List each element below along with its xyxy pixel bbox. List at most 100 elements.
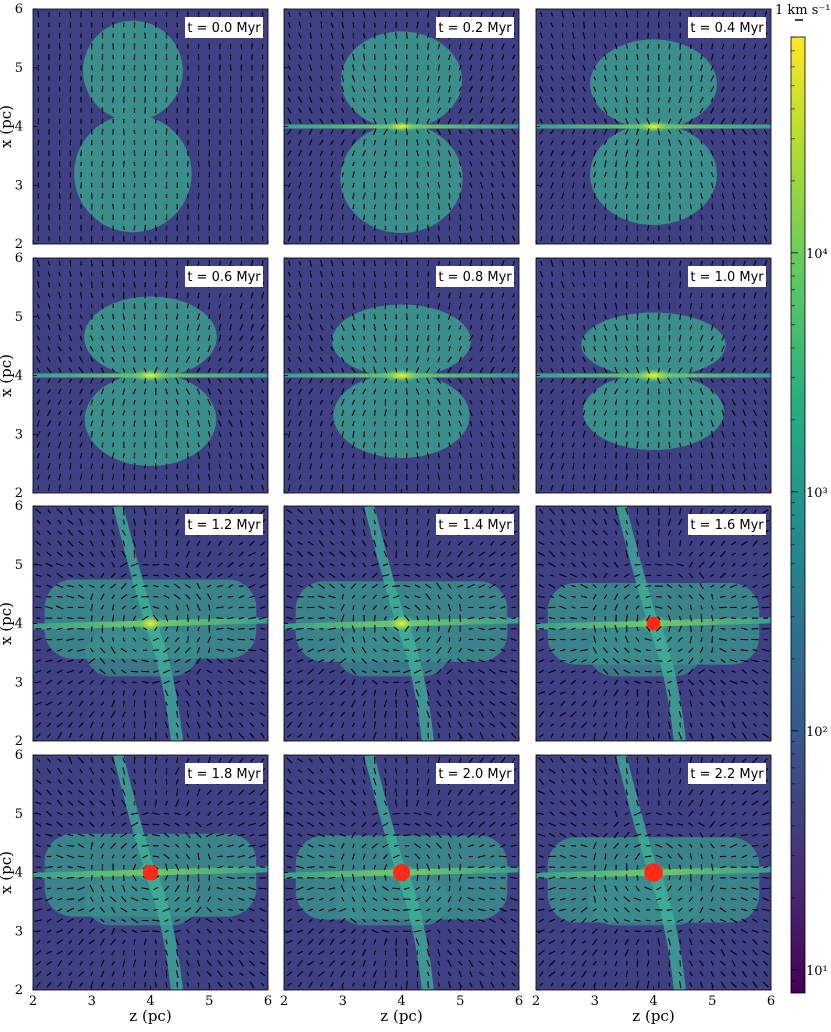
time-label-text: t = 0.4 Myr [690, 21, 764, 36]
panel-5: t = 1.0 Myr [535, 257, 772, 494]
y-tick-label: 4 [15, 369, 23, 384]
colorbar-tick-label: 10¹ [806, 964, 828, 979]
cloud-upper [82, 20, 183, 121]
y-tick-label: 3 [15, 178, 23, 193]
velocity-field [37, 11, 264, 242]
cloud-upper [332, 304, 471, 378]
x-tick-label: 5 [205, 994, 213, 1009]
cloud-upper [590, 39, 717, 129]
accretion-stream-south [647, 870, 686, 990]
lower-lobe [85, 878, 198, 926]
time-label: t = 2.2 Myr [688, 763, 766, 784]
dense-core [629, 368, 678, 383]
x-tick-label: 5 [708, 994, 716, 1009]
x-tick-label: 4 [649, 994, 657, 1009]
dense-core [633, 120, 674, 133]
colorbar-tick-label: 10² [806, 725, 828, 740]
x-tick-label: 3 [591, 994, 599, 1009]
vector-key-label: 1 km s⁻¹ [775, 3, 831, 18]
y-tick-label: 4 [15, 866, 23, 881]
time-label: t = 1.0 Myr [688, 266, 766, 287]
lower-lobe [336, 878, 449, 926]
panel-7: t = 1.4 Myr [283, 505, 520, 742]
time-label-text: t = 1.0 Myr [690, 270, 764, 285]
x-tick-label: 4 [146, 994, 154, 1009]
x-tick-label: 3 [88, 994, 96, 1009]
time-label: t = 0.0 Myr [185, 17, 263, 38]
y-axis-label: x (pc) [0, 602, 15, 645]
lower-lobe [336, 629, 449, 677]
cloud-upper [340, 31, 463, 129]
x-tick-label: 5 [456, 994, 464, 1009]
panel-3: t = 0.6 Myr [32, 257, 269, 494]
panel-9: t = 1.8 Myr [32, 754, 269, 991]
time-label: t = 1.6 Myr [688, 514, 766, 535]
time-label-text: t = 0.6 Myr [187, 270, 261, 285]
accretion-stream-south [647, 621, 686, 741]
accretion-stream-south [395, 621, 434, 741]
time-label: t = 1.2 Myr [185, 514, 263, 535]
colorbar: 1 km s⁻¹ 10¹ 10² 10³ 10⁴ [775, 3, 831, 994]
y-tick-label: 2 [15, 486, 23, 501]
cloud-lower [333, 373, 470, 458]
cloud-lower [590, 123, 717, 226]
x-axis-label: z (pc) [129, 1007, 171, 1025]
y-axis-label: x (pc) [0, 105, 15, 148]
time-label-text: t = 1.6 Myr [690, 518, 764, 533]
velocity-field [287, 259, 516, 492]
x-axis-label: z (pc) [380, 1007, 422, 1025]
x-tick-label: 6 [515, 994, 523, 1009]
colorbar-tick-label: 10⁴ [806, 247, 828, 262]
y-tick-label: 5 [15, 61, 23, 76]
time-label-text: t = 0.0 Myr [187, 21, 261, 36]
sink-particle [644, 863, 663, 882]
y-tick-label: 6 [15, 499, 23, 514]
y-tick-label: 6 [15, 748, 23, 763]
time-label: t = 1.8 Myr [185, 763, 263, 784]
time-label-text: t = 0.8 Myr [438, 270, 512, 285]
dense-core [382, 121, 421, 132]
time-label: t = 0.6 Myr [185, 266, 263, 287]
x-axis-label: z (pc) [632, 1007, 674, 1025]
lower-lobe [588, 629, 701, 677]
y-tick-label: 2 [15, 237, 23, 252]
x-tick-label: 6 [767, 994, 775, 1009]
velocity-field [539, 259, 769, 492]
y-tick-label: 5 [15, 310, 23, 325]
panel-2: t = 0.4 Myr [535, 8, 772, 245]
panel-10: t = 2.0 Myr [283, 754, 520, 991]
x-tick-label: 2 [532, 994, 540, 1009]
time-label: t = 1.4 Myr [436, 514, 514, 535]
time-label-text: t = 1.2 Myr [187, 518, 261, 533]
time-label: t = 2.0 Myr [436, 763, 514, 784]
x-tick-label: 4 [397, 994, 405, 1009]
sink-particle [142, 864, 159, 881]
sink-particle [646, 616, 661, 631]
velocity-field [539, 10, 768, 243]
y-tick-label: 4 [15, 617, 23, 632]
lower-lobe [588, 878, 701, 926]
x-tick-label: 2 [29, 994, 37, 1009]
time-label: t = 0.4 Myr [688, 17, 766, 38]
accretion-stream-south [144, 870, 183, 990]
y-tick-label: 6 [15, 2, 23, 17]
dense-core [385, 614, 418, 633]
panel-1: t = 0.2 Myr [283, 8, 520, 245]
panel-0: t = 0.0 Myr [32, 8, 269, 245]
time-label-text: t = 2.0 Myr [438, 767, 512, 782]
x-tick-label: 3 [339, 994, 347, 1009]
time-label-text: t = 1.4 Myr [438, 518, 512, 533]
dense-core [134, 614, 167, 633]
y-tick-label: 4 [15, 120, 23, 135]
colorbar-tick-label: 10³ [806, 486, 828, 501]
dense-core [378, 368, 425, 383]
cloud-lower [74, 114, 192, 233]
cloud-upper [84, 296, 217, 378]
x-tick-label: 2 [280, 994, 288, 1009]
time-label: t = 0.8 Myr [436, 266, 514, 287]
velocity-field [285, 507, 518, 740]
time-label-text: t = 1.8 Myr [187, 767, 261, 782]
cloud-lower [340, 123, 463, 234]
cloud-lower [84, 373, 217, 467]
